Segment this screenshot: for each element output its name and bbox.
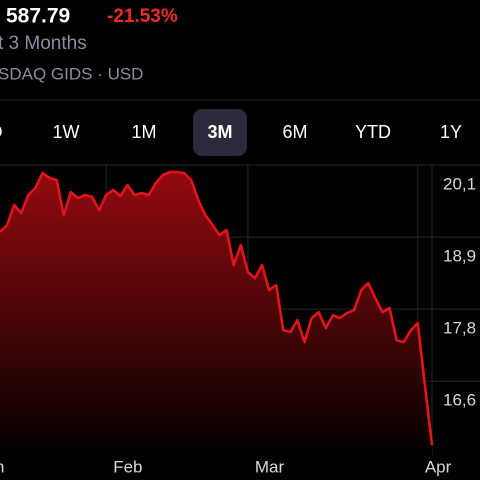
range-bar: D 1W 1M 3M 6M YTD 1Y <box>0 109 462 156</box>
price-line <box>0 170 434 446</box>
range-button[interactable]: 1W <box>53 122 80 142</box>
range-button[interactable]: YTD <box>355 122 391 142</box>
range-button[interactable]: 3M <box>207 122 232 142</box>
range-button[interactable]: 1Y <box>440 122 462 142</box>
x-tick-label: n <box>0 457 4 476</box>
exchange: SDAQ GIDS · USD <box>0 64 143 83</box>
period: t 3 Months <box>0 33 87 54</box>
x-tick-label: Apr <box>425 457 452 476</box>
range-button[interactable]: 1M <box>131 122 156 142</box>
area-fill <box>0 172 432 455</box>
range-button[interactable]: D <box>0 122 3 142</box>
price: 587.79 <box>6 5 70 28</box>
y-tick-label: 20,1 <box>443 174 476 193</box>
y-tick-label: 18,9 <box>443 247 476 266</box>
x-tick-label: Mar <box>255 457 285 476</box>
y-tick-label: 16,6 <box>443 391 476 410</box>
x-tick-label: Feb <box>113 457 142 476</box>
chart: 20,1 18,9 17,8 16,6 n Feb Mar Apr <box>0 164 480 476</box>
range-button[interactable]: 6M <box>282 122 307 142</box>
change: -21.53% <box>107 6 178 27</box>
y-tick-label: 17,8 <box>443 319 476 338</box>
range-selected-bg <box>193 109 247 156</box>
